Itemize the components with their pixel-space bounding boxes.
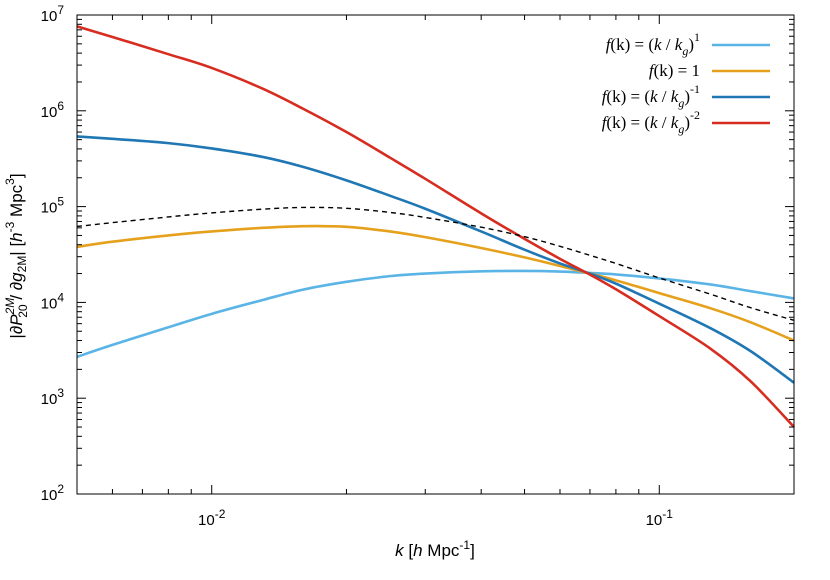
legend-label-3: f(k) = (k / kg)-1 bbox=[602, 82, 700, 110]
y-tick-label: 107 bbox=[41, 3, 65, 25]
legend-label-1: f(k) = (k / kg)1 bbox=[606, 30, 700, 58]
series-line-3 bbox=[76, 135, 795, 384]
legend-label-4: f(k) = (k / kg)-2 bbox=[602, 108, 700, 136]
y-tick-label: 105 bbox=[41, 195, 65, 217]
series-line-4 bbox=[76, 25, 795, 428]
x-tick-label: 10-2 bbox=[198, 507, 226, 529]
series-line-2 bbox=[76, 224, 795, 342]
series-line-1 bbox=[76, 269, 795, 359]
x-axis-label: k [h Mpc-1] bbox=[395, 538, 475, 560]
y-tick-label: 102 bbox=[41, 482, 65, 504]
y-tick-label: 104 bbox=[41, 290, 65, 312]
series-line-dashed bbox=[76, 206, 795, 321]
legend: f(k) = (k / kg)1 f(k) = 1 f(k) = (k / kg)-… bbox=[602, 30, 770, 136]
y-tick-label: 103 bbox=[41, 386, 65, 408]
y-tick-label: 106 bbox=[41, 99, 65, 121]
axis-ticks: 102 103 104 105 106 107 10-2 10-1 bbox=[41, 3, 794, 529]
plot-frame bbox=[76, 14, 795, 495]
series-lines bbox=[76, 25, 795, 428]
x-tick-label: 10-1 bbox=[646, 507, 674, 529]
y-axis-label: |∂P2M20 / ∂g2M| [h-3 Mpc3] bbox=[3, 173, 30, 338]
legend-label-2: f(k) = 1 bbox=[649, 61, 700, 80]
